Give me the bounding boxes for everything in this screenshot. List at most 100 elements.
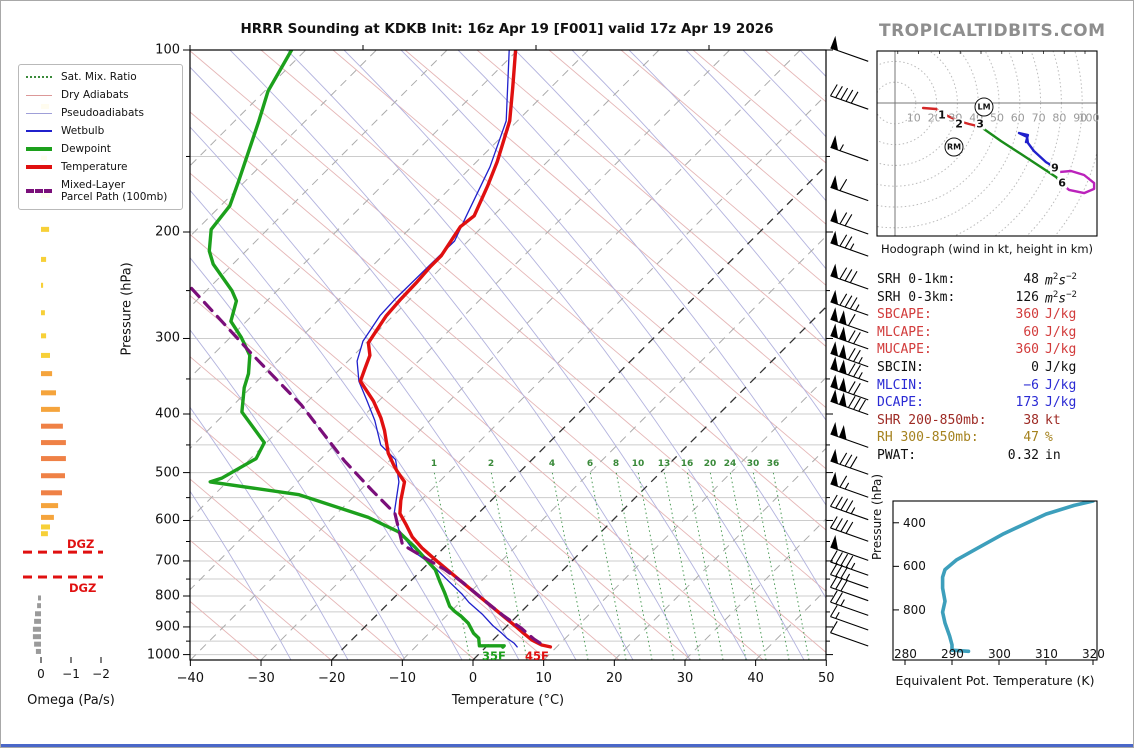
stat-row-shr-200-850mb: SHR 200-850mb: 38 kt [877,413,1103,430]
temperature-tick-label: 20 [606,671,623,686]
stat-label: SHR 200-850mb: [877,412,987,428]
legend-item-parcel: Mixed-Layer Parcel Path (100mb) [26,179,174,203]
stat-value: 126 [1015,289,1039,305]
barb-full [850,91,859,104]
barb-full [840,566,849,579]
barb-staff [830,601,869,616]
temperature-tick-label: 30 [676,671,694,686]
skewt-y-axis-title: Pressure (hPa) [119,262,135,356]
mixing-ratio-label: 2 [486,458,496,469]
omega-bar [35,648,41,654]
thetae-y-tick-label: 800 [903,602,926,617]
pressure-tick-label: 600 [155,512,180,528]
mixing-ratio-line [752,470,790,660]
wind-barb [830,494,869,521]
wind-barb [830,307,869,334]
mixing-ratio-line [686,470,724,660]
stat-row-mlcin: MLCIN: −6 J/kg [877,378,1103,395]
legend-item-label: Wetbulb [61,125,105,138]
pseudoadiabat-line [685,50,826,202]
isotherm-line [613,447,826,660]
legend-item-mixratio: Sat. Mix. Ratio [26,71,174,83]
dry-adiabat-line [190,478,404,660]
barb-full [853,382,861,395]
isotherm-line [190,50,448,308]
barb-full [858,399,866,412]
isotherm-line [190,50,519,379]
isotherm-line [190,50,731,591]
barb-pennant [830,323,839,339]
barb-full [830,550,838,563]
stat-label: SBCIN: [877,360,924,375]
omega-bar [34,618,41,624]
stat-unit: J/kg [1045,360,1077,375]
dry-adiabat-line [190,539,332,660]
temperature-curve [358,50,553,649]
pressure-tick-label: 400 [155,406,180,422]
stat-unit: J/kg [1045,377,1077,393]
barb-full [839,475,848,488]
barb-staff [830,400,869,416]
barb-full [830,604,838,617]
barb-full [840,579,849,592]
barb-full [835,496,843,509]
barb-pennant [830,421,839,437]
stat-label: SBCAPE: [877,307,932,323]
barb-pennant [830,263,839,279]
theta-e-frame [892,500,1098,661]
temperature-tick-label: 0 [468,671,478,686]
omega-bar [41,531,48,537]
legend-item-label: Pseudoadiabats [61,107,144,120]
barb-staff [830,527,869,542]
pseudoadiabat-line [190,66,634,660]
barb-full [830,590,838,603]
barb-half [855,304,860,312]
mixing-ratio-label: 6 [585,458,595,469]
barb-half [839,144,844,151]
barb-full [853,397,861,410]
mixing-ratio-line [663,470,701,660]
barb-half [844,482,850,490]
wind-barb [830,421,869,448]
stat-row-mucape: MUCAPE: 360 J/kg [877,342,1103,359]
temperature-tick-label: 40 [747,671,764,686]
pseudoadiabat-line [286,50,748,660]
isotherm-line [543,376,826,660]
site-logo: TROPICALTIDBITS.COM [879,21,1106,41]
wind-barb [830,471,869,498]
pseudoadiabat-line [571,50,826,343]
barb-pennant [830,175,839,190]
omega-bar [37,603,41,609]
temperature-tick-label: −20 [317,671,346,686]
omega-tick-label: −2 [92,667,110,681]
barb-full [845,555,854,568]
isotherm-line [190,50,377,238]
wind-barb [830,323,869,350]
dry-adiabat-line [404,50,826,409]
hodograph-ring-label: 80 [1052,111,1067,125]
isotherm-line [190,50,589,450]
barb-full [845,521,854,534]
mixing-ratio-line [772,470,810,660]
barb-full [830,575,838,588]
barb-half [858,372,863,379]
barb-staff [830,616,869,631]
storm-motion-lm: LM [974,97,994,117]
barb-full [839,212,848,225]
barb-full [845,500,854,513]
barb-full [839,293,848,306]
dgz-label-upper: DGZ [67,537,95,551]
barb-full [830,494,838,507]
mixing-ratio-line [615,470,653,660]
barb-pennant [830,289,839,305]
barb-pennant [830,534,839,550]
hodograph-segment-3-6km [979,125,1065,186]
legend-item-dewpoint: Dewpoint [26,143,174,155]
hodograph-segment-9km+ [1017,131,1058,170]
barb-staff [830,586,869,602]
omega-bar [41,490,62,496]
stat-row-srh-0-3km: SRH 0-3km: 126 m2s−2 [877,290,1103,307]
stat-unit: m2s−2 [1045,289,1077,306]
barb-pennant [830,307,839,322]
barb-half [849,243,855,251]
